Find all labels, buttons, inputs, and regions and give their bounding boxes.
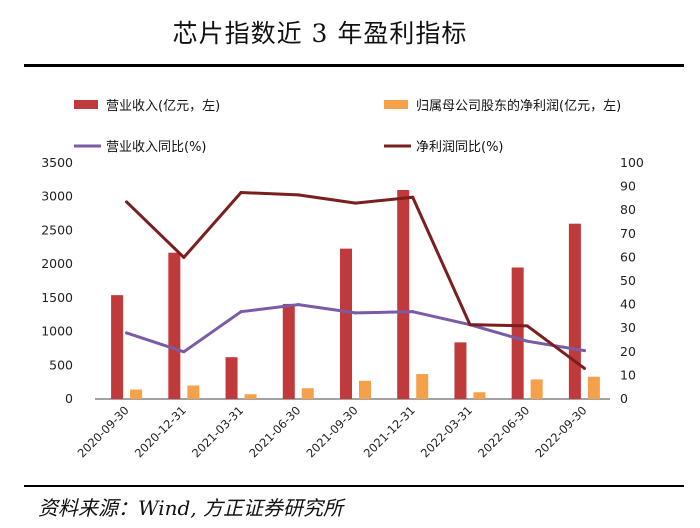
- point-revenue-yoy: [182, 350, 186, 354]
- y-left-tick-label: 2000: [41, 256, 73, 271]
- y-right-tick-label: 10: [620, 367, 636, 382]
- y-left-tick-label: 3000: [41, 189, 73, 204]
- y-right-tick-label: 30: [620, 320, 636, 335]
- legend-swatch-net-profit: [384, 100, 408, 109]
- point-revenue-yoy: [296, 303, 300, 307]
- bar-net-profit: [530, 379, 543, 399]
- bar-revenue: [111, 295, 124, 399]
- y-left-tick-label: 0: [65, 391, 73, 406]
- point-revenue-yoy: [239, 310, 243, 314]
- bar-net-profit: [473, 392, 486, 399]
- y-right-tick-label: 20: [620, 344, 636, 359]
- point-profit-yoy: [468, 323, 472, 327]
- legend-label-revenue: 营业收入(亿元，左): [106, 99, 220, 114]
- y-left-tick-label: 1500: [41, 290, 73, 305]
- x-tick-label: 2021-06-30: [246, 403, 303, 460]
- point-profit-yoy: [582, 366, 586, 370]
- y-left-tick-label: 2500: [41, 222, 73, 237]
- y-left-tick-label: 3500: [41, 155, 73, 170]
- plot-area: 0 500 1000 1500 2000 2500 3000 3500 0 10 20 30 40 50 6…: [41, 155, 644, 460]
- bar-revenue: [282, 303, 295, 399]
- bar-revenue: [454, 342, 467, 399]
- y-right-tick-label: 50: [620, 273, 636, 288]
- bar-net-profit: [130, 389, 143, 399]
- bar-revenue: [340, 248, 352, 399]
- point-profit-yoy: [411, 195, 415, 199]
- point-profit-yoy: [354, 201, 357, 205]
- bar-revenue: [397, 189, 410, 399]
- legend-label-revenue-yoy: 营业收入同比(%): [106, 140, 207, 155]
- point-profit-yoy: [182, 255, 186, 259]
- bar-revenue: [511, 267, 524, 399]
- y-right-tick-label: 40: [620, 297, 636, 312]
- chart-title: 芯片指数近 3 年盈利指标: [172, 19, 468, 48]
- y-right-tick-label: 100: [620, 155, 644, 170]
- bar-net-profit: [301, 388, 314, 399]
- bar-net-profit: [187, 385, 200, 399]
- point-revenue-yoy: [125, 331, 129, 335]
- x-tick-label: 2022-03-31: [418, 403, 475, 460]
- y-right-tick-label: 60: [620, 249, 636, 264]
- point-revenue-yoy: [582, 349, 586, 353]
- source-note: 资料来源：Wind, 方正证券研究所: [38, 496, 343, 520]
- point-revenue-yoy: [525, 339, 529, 343]
- x-tick-label: 2022-06-30: [475, 403, 532, 460]
- point-profit-yoy: [296, 193, 300, 197]
- y-right-tick-label: 70: [620, 226, 636, 241]
- bar-revenue: [168, 252, 181, 399]
- bar-revenue: [568, 223, 581, 399]
- x-tick-label: 2021-09-30: [303, 403, 360, 460]
- point-revenue-yoy: [411, 310, 415, 314]
- x-tick-label: 2020-12-31: [132, 403, 189, 460]
- bottom-rule: [24, 485, 684, 487]
- legend-label-net-profit: 归属母公司股东的净利润(亿元，左): [416, 98, 621, 114]
- y-left-tick-label: 1000: [41, 324, 73, 339]
- bar-net-profit: [359, 380, 371, 399]
- bar-net-profit: [244, 394, 257, 399]
- y-right-tick-label: 90: [620, 179, 636, 194]
- legend-swatch-revenue: [74, 100, 98, 109]
- bar-net-profit: [587, 376, 600, 399]
- x-tick-label: 2020-09-30: [75, 403, 132, 460]
- y-right-tick-label: 0: [620, 391, 628, 406]
- x-tick-label: 2021-12-31: [361, 403, 418, 460]
- x-tick-label: 2021-03-31: [189, 403, 246, 460]
- top-rule: [24, 64, 684, 67]
- point-profit-yoy: [125, 200, 129, 204]
- x-tick-label: 2022-09-30: [532, 403, 589, 460]
- point-revenue-yoy: [354, 311, 357, 315]
- legend-label-profit-yoy: 净利润同比(%): [416, 140, 504, 155]
- bar-net-profit: [416, 374, 429, 399]
- point-profit-yoy: [525, 324, 529, 328]
- y-right-tick-label: 80: [620, 202, 636, 217]
- y-left-tick-label: 500: [49, 357, 73, 372]
- bar-revenue: [225, 357, 238, 399]
- point-profit-yoy: [239, 191, 243, 194]
- legend: 营业收入(亿元，左) 归属母公司股东的净利润(亿元，左) 营业收入同比(%) 净…: [74, 98, 621, 155]
